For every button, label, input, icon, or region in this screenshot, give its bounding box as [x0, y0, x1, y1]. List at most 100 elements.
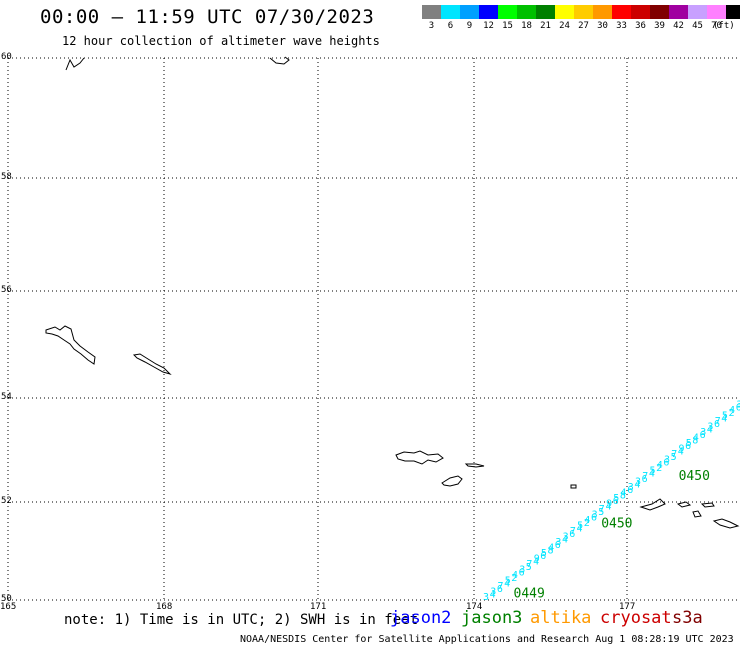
island-small-4	[700, 502, 715, 508]
coastline-top-middle	[269, 56, 290, 65]
longitude-label: 165	[0, 602, 17, 612]
scale-swatch	[707, 5, 726, 19]
jason3-track: 3 43 67 45 24 63 57 49 65 84 63 43 67 45 24 63 57 49 65 84 6…	[483, 400, 740, 603]
track-reading: 3	[700, 427, 706, 438]
scale-item: 45	[688, 5, 707, 31]
scale-swatch	[574, 5, 593, 19]
track-reading: 9	[679, 444, 685, 455]
track-reading: 3	[635, 477, 641, 488]
track-reading: 6	[613, 496, 619, 507]
scale-item: 12	[479, 5, 498, 31]
satellite-jason3: jason3	[461, 608, 523, 628]
scale-item: 9	[460, 5, 479, 31]
track-reading: 9	[534, 554, 540, 565]
track-time-label: 0450	[601, 517, 632, 532]
track-reading: 6	[685, 441, 691, 452]
track-reading: 5	[613, 493, 619, 504]
track-reading: 6	[663, 457, 669, 468]
track-reading: 7	[642, 471, 648, 482]
scale-item: 30	[593, 5, 612, 31]
track-reading: 6	[540, 551, 546, 562]
track-reading: 8	[548, 545, 554, 556]
track-reading: 6	[700, 430, 706, 441]
scale-label: 18	[521, 21, 532, 31]
track-reading: 6	[497, 584, 503, 595]
island-shemya	[464, 463, 485, 468]
scale-swatch	[631, 5, 650, 19]
track-reading: 6	[591, 512, 597, 523]
track-reading: 7	[526, 559, 532, 570]
track-reading: 3	[555, 537, 561, 548]
track-reading: 4	[562, 534, 568, 545]
scale-item: 24	[555, 5, 574, 31]
track-reading: 3	[519, 565, 525, 576]
track-reading: 5	[650, 466, 656, 477]
scale-label: 27	[578, 21, 589, 31]
track-reading: 4	[649, 468, 655, 479]
scale-swatch	[669, 5, 688, 19]
island-kiska	[639, 498, 666, 511]
track-reading: 7	[671, 449, 677, 460]
island-medny	[132, 353, 172, 376]
scale-label: 24	[559, 21, 570, 31]
track-reading: 7	[570, 526, 576, 537]
scale-item: 70	[707, 5, 726, 31]
track-time-label: 0449	[514, 587, 545, 602]
longitude-label: 171	[310, 602, 327, 612]
track-reading: 5	[577, 521, 583, 532]
scale-label: 70	[711, 21, 722, 31]
track-reading: 3	[736, 400, 740, 411]
coastline	[45, 56, 740, 529]
latitude-label: 56	[1, 285, 12, 295]
track-reading: 6	[519, 567, 525, 578]
scale-swatch	[479, 5, 498, 19]
island-agattu	[441, 475, 463, 487]
scale-swatch	[441, 5, 460, 19]
scale-label: 12	[483, 21, 494, 31]
track-reading: 2	[729, 408, 735, 419]
scale-item: 33	[612, 5, 631, 31]
scale-item: 39	[650, 5, 669, 31]
scale-item: 42	[669, 5, 688, 31]
scale-label: 21	[540, 21, 551, 31]
credit-line: NOAA/NESDIS Center for Satellite Applica…	[240, 634, 734, 645]
track-reading: 9	[606, 499, 612, 510]
track-reading: 3	[490, 587, 496, 598]
track-reading: 5	[671, 452, 677, 463]
island-small-5	[712, 518, 740, 529]
track-reading: 7	[498, 581, 504, 592]
track-reading: 2	[656, 463, 662, 474]
satellite-cryosat: cryosat	[600, 608, 672, 628]
map-title: 00:00 – 11:59 UTC 07/30/2023	[40, 6, 375, 28]
scale-item: 15	[498, 5, 517, 31]
track-reading: 6	[555, 540, 561, 551]
track-reading: 7	[715, 416, 721, 427]
track-reading: 4	[707, 425, 713, 436]
track-reading: 5	[526, 562, 532, 573]
scale-item: 36	[631, 5, 650, 31]
track-reading: 4	[729, 405, 735, 416]
island-small-2	[676, 501, 692, 508]
scale-label: 15	[502, 21, 513, 31]
scale-swatch	[536, 5, 555, 19]
scale-label: 9	[466, 21, 473, 31]
track-time-labels: 0450 0450 0449	[514, 469, 710, 601]
track-reading: 2	[511, 573, 517, 584]
island-attu	[395, 450, 444, 465]
scale-swatch	[422, 5, 441, 19]
track-reading: 4	[678, 446, 684, 457]
track-reading: 2	[584, 518, 590, 529]
track-reading: 5	[686, 438, 692, 449]
track-reading: 6	[642, 474, 648, 485]
track-reading: 4	[584, 515, 590, 526]
longitude-label: 174	[466, 602, 483, 612]
latitude-label: 58	[1, 172, 12, 182]
scale-item: 27	[574, 5, 593, 31]
scale-label: 3	[428, 21, 435, 31]
track-reading: 4	[548, 543, 554, 554]
scale-unit: (ft)	[713, 21, 735, 31]
track-reading: 6	[627, 485, 633, 496]
satellite-jason2: jason2	[390, 608, 452, 628]
track-reading: 3	[628, 482, 634, 493]
track-reading: 4	[504, 578, 510, 589]
